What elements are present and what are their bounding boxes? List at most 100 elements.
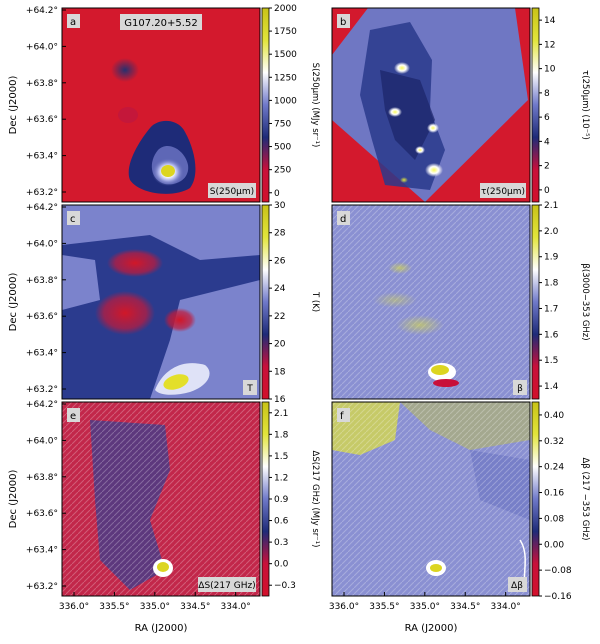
- panel-d-peak: [431, 365, 449, 375]
- colorbar-tick-label: 14: [544, 16, 556, 26]
- colorbar-tick-label: 26: [274, 256, 286, 266]
- colorbar-label-b: τ(250µm) (10⁻⁵): [580, 70, 590, 140]
- colorbar-label-e: ΔS(217 GHz) (MJy sr⁻¹): [310, 451, 320, 548]
- panel-c-warm-left: [62, 255, 100, 310]
- dec-tick-label: +64.2°: [26, 203, 58, 213]
- dec-tick-label: +63.6°: [26, 115, 58, 125]
- colorbar-tick-label: 1.5: [544, 356, 558, 366]
- dec-tick-label: +63.8°: [26, 473, 58, 483]
- panel-a-clump: [111, 58, 139, 82]
- tag-b: τ(250µm): [481, 187, 525, 197]
- panel-b-peak-2: [388, 107, 402, 117]
- ra-tick-label: 335.0°: [140, 602, 170, 612]
- colorbar-tick-label: 28: [274, 229, 286, 239]
- panel-c-cold-1: [107, 249, 163, 277]
- panel-tags: a b c d e f: [67, 14, 350, 422]
- ra-tick-label: 335.5°: [369, 602, 399, 612]
- colorbar-tick-label: 0: [274, 189, 280, 199]
- dec-tick-label: +64.2°: [26, 400, 58, 410]
- dec-tick-label: +63.8°: [26, 79, 58, 89]
- colorbar-tick-label: 12: [544, 40, 555, 50]
- panel-c-cold-3: [164, 308, 196, 332]
- panel-letter-a: a: [70, 17, 76, 28]
- panel-e: [62, 402, 260, 596]
- panel-b: [332, 8, 530, 202]
- ra-tick-label: 334.0°: [221, 602, 251, 612]
- dec-tick-label: +63.4°: [26, 546, 58, 556]
- colorbar-tick-label: 1.6: [544, 330, 559, 340]
- panel-a-peak: [161, 165, 175, 177]
- dynamic-layer: 336.0° 335.5° 335.0° 334.5° 334.0° 336.0° 335.…: [26, 4, 590, 612]
- colorbar-e: [261, 401, 270, 597]
- colorbar-label-a: S(250µm) (MJy sr⁻¹): [310, 63, 320, 148]
- panel-a-faint-clump: [118, 107, 138, 123]
- dec-tick-label: +64.0°: [26, 436, 58, 446]
- colorbar-label-d: β(3000−353 GHz): [580, 263, 590, 340]
- colorbar-tick-label: 18: [274, 367, 286, 377]
- panel-letter-e: e: [70, 411, 76, 422]
- panel-f-peak: [430, 564, 442, 572]
- tag-c: T: [246, 384, 253, 394]
- colorbar-tick-label: −0.3: [274, 581, 296, 591]
- panel-d-high-beta-1: [388, 262, 412, 274]
- colorbar-tick-label: 1.9: [544, 253, 559, 263]
- panel-d-high-beta-2: [373, 292, 417, 308]
- panel-c-cold-2: [95, 291, 155, 335]
- colorbar-tick-label: 2.0: [544, 227, 559, 237]
- colorbar-tick-label: −0.08: [544, 566, 572, 576]
- colorbar-tick-label: 1.2: [274, 473, 288, 483]
- tag-a: S(250µm): [210, 187, 254, 197]
- colorbar-tick-label: 0.0: [274, 560, 289, 570]
- dec-tick-label: +63.8°: [26, 276, 58, 286]
- dec-tick-label: +63.2°: [26, 188, 58, 198]
- x-axis-label-left: RA (J2000): [135, 623, 188, 634]
- colorbar-tick-label: 1.8: [274, 430, 289, 440]
- panel-c: [62, 205, 260, 399]
- colorbar-tick-label: 30: [274, 201, 286, 211]
- dec-tick-label: +64.2°: [26, 6, 58, 16]
- panel-d-low-beta: [433, 379, 459, 387]
- y-axis-label-middle: Dec (J2000): [8, 273, 19, 332]
- quantity-tags: S(250µm) τ(250µm) T β ΔS(217 GHz) Δβ: [198, 183, 527, 592]
- ra-tick-label: 336.0°: [329, 602, 359, 612]
- colorbar-tick-label: 2.1: [544, 201, 558, 211]
- panel-b-peak-4: [415, 146, 425, 154]
- colorbar-b: [531, 7, 540, 203]
- panel-f: [332, 402, 530, 596]
- colorbar-tick-label: 1.7: [544, 304, 558, 314]
- colorbar-tick-label: 0.08: [544, 514, 564, 524]
- ra-tick-label: 334.5°: [180, 602, 210, 612]
- colorbar-tick-label: 1250: [274, 73, 297, 83]
- y-axis-label-bottom: Dec (J2000): [8, 470, 19, 529]
- colorbar-tick-label: 24: [274, 284, 286, 294]
- panel-letter-d: d: [340, 214, 346, 225]
- tag-e: ΔS(217 GHz): [198, 581, 255, 591]
- panel-b-peak-5: [425, 163, 443, 177]
- panel-letter-b: b: [340, 17, 346, 28]
- colorbar-tick-label: 500: [274, 143, 291, 153]
- colorbar-tick-label: 0.16: [544, 489, 564, 499]
- panel-d-high-beta-3: [396, 315, 444, 335]
- dec-tick-label: +64.0°: [26, 239, 58, 249]
- colorbar-tick-label: 1.4: [544, 382, 559, 392]
- colorbar-tick-label: 0: [544, 186, 550, 196]
- y-axis-label-top: Dec (J2000): [8, 76, 19, 135]
- colorbar-tick-label: 1500: [274, 50, 297, 60]
- colorbar-tick-label: 2000: [274, 4, 297, 14]
- panel-letter-f: f: [340, 411, 344, 422]
- panel-b-peak-6: [400, 177, 408, 183]
- colorbar-tick-label: 16: [274, 395, 286, 405]
- colorbar-tick-label: 0.6: [274, 517, 289, 527]
- panel-a: [62, 8, 260, 202]
- colorbar-tick-label: 0.9: [274, 495, 289, 505]
- colorbar-tick-label: −0.16: [544, 592, 572, 602]
- ra-tick-label: 335.0°: [410, 602, 440, 612]
- colorbar-label-c: T (K): [310, 291, 320, 312]
- panel-b-peak-1: [394, 62, 410, 74]
- colorbar-tick-label: 0.00: [544, 540, 564, 550]
- colorbar-tick-label: 2: [544, 162, 550, 172]
- dec-tick-label: +63.2°: [26, 582, 58, 592]
- ra-tick-label: 335.5°: [99, 602, 129, 612]
- panel-c-warm-spot: [163, 374, 189, 390]
- colorbar-tick-label: 1.8: [544, 279, 559, 289]
